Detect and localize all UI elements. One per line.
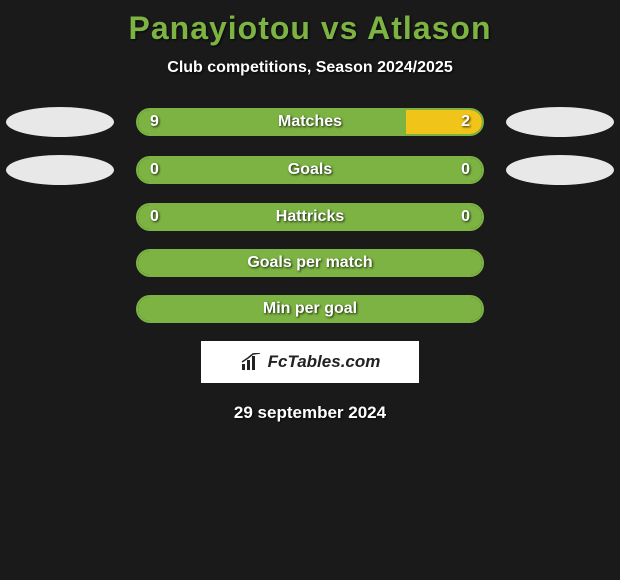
logo-text: FcTables.com — [268, 352, 381, 372]
stat-bar: Min per goal — [136, 295, 484, 323]
bar-fill-right — [406, 110, 482, 134]
stat-value-left: 0 — [150, 161, 159, 179]
stat-value-left: 0 — [150, 208, 159, 226]
date-text: 29 september 2024 — [0, 403, 620, 423]
comparison-rows: 9 Matches 2 0 Goals 0 0 Hattricks 0 Goals per mat… — [0, 107, 620, 323]
stat-value-right: 2 — [461, 113, 470, 131]
bar-fill-left — [138, 110, 406, 134]
subtitle: Club competitions, Season 2024/2025 — [0, 59, 620, 77]
stat-label: Hattricks — [276, 208, 344, 226]
comparison-row: Min per goal — [0, 295, 620, 323]
comparison-row: Goals per match — [0, 249, 620, 277]
comparison-row: 0 Goals 0 — [0, 155, 620, 185]
comparison-row: 9 Matches 2 — [0, 107, 620, 137]
stat-bar: Goals per match — [136, 249, 484, 277]
page-title: Panayiotou vs Atlason — [0, 10, 620, 47]
logo-box: FcTables.com — [201, 341, 419, 383]
player-left-ellipse — [6, 107, 114, 137]
chart-icon — [240, 353, 262, 371]
stat-bar: 0 Goals 0 — [136, 156, 484, 184]
stat-label: Goals — [288, 161, 332, 179]
player-right-ellipse — [506, 155, 614, 185]
stat-value-right: 0 — [461, 208, 470, 226]
stat-label: Min per goal — [263, 300, 357, 318]
player-right-ellipse — [506, 107, 614, 137]
player-left-ellipse — [6, 155, 114, 185]
main-container: Panayiotou vs Atlason Club competitions,… — [0, 0, 620, 423]
comparison-row: 0 Hattricks 0 — [0, 203, 620, 231]
stat-label: Matches — [278, 113, 342, 131]
stat-label: Goals per match — [247, 254, 372, 272]
stat-bar: 9 Matches 2 — [136, 108, 484, 136]
stat-value-left: 9 — [150, 113, 159, 131]
stat-value-right: 0 — [461, 161, 470, 179]
stat-bar: 0 Hattricks 0 — [136, 203, 484, 231]
